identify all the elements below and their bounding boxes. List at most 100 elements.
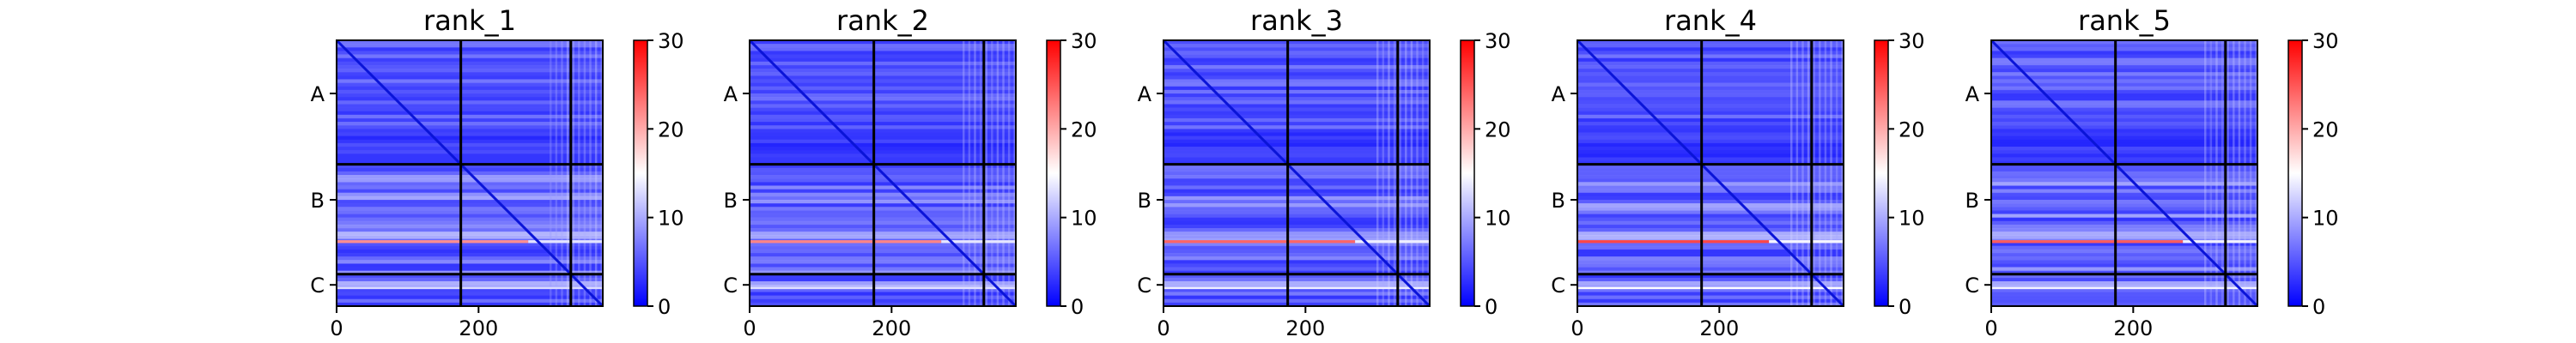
heatmap-row [1163,292,1430,297]
heatmap-row [337,147,603,151]
chain-label: C [1137,274,1151,298]
colorbar-tick-label: 30 [1071,29,1097,53]
heatmap-column [2244,40,2246,306]
heatmap-row [750,288,1016,292]
chain-label: A [724,82,738,106]
heatmap-row [1577,274,1844,279]
heatmap-row [1577,164,1844,169]
heatmap-row [337,267,603,272]
heatmap-row [750,295,1016,300]
heatmap-row [1163,139,1430,144]
heatmap-row [1991,214,2257,219]
heatmap-column [566,40,569,306]
panel-title: rank_5 [2078,4,2171,37]
heatmap-row [337,47,603,51]
heatmap-row [337,54,603,59]
heatmap-row [1163,153,1430,158]
heatmap-row [1991,51,2257,56]
chain-label: C [1965,274,1979,298]
colorbar-tick-label: 20 [1485,117,1511,141]
heatmap-column [1405,40,1407,306]
heatmap-band [1991,286,2257,290]
heatmap-row [750,142,1016,147]
colorbar-tick-label: 10 [1485,207,1511,231]
heatmap-row [750,82,1016,87]
heatmap-row [750,175,1016,179]
heatmap-row [750,79,1016,84]
heatmap-row [1577,263,1844,268]
heatmap-row [750,160,1016,165]
heatmap-row [1991,185,2257,190]
panel-title: rank_4 [1664,4,1757,37]
heatmap-row [1991,242,2257,247]
heatmap-row [337,97,603,101]
chain-label: C [310,274,325,298]
heatmap-row [1577,111,1844,116]
chain-label: A [311,82,325,106]
heatmap-row [1163,249,1430,254]
heatmap-row [1163,267,1430,272]
heatmap-row [1163,61,1430,66]
heatmap-row [1991,281,2257,286]
heatmap-hot-band [1577,240,1770,244]
chain-label: B [1965,189,1979,213]
heatmap-row [1577,51,1844,56]
heatmap-row [1577,129,1844,133]
heatmap-row [750,89,1016,94]
heatmap-row [750,274,1016,279]
heatmap-row [337,185,603,190]
heatmap-row [1577,114,1844,119]
heatmap-row [1991,79,2257,84]
heatmap-column [550,40,552,306]
colorbar-tick-label: 20 [1899,117,1925,141]
heatmap-row [1163,245,1430,250]
x-tick-label: 200 [1699,316,1739,340]
heatmap-row [1163,164,1430,169]
heatmap-column [1410,40,1413,306]
heatmap-row [1163,93,1430,98]
heatmap-diagonal [335,39,605,308]
heatmap-row [1577,232,1844,236]
heatmap-row [1577,117,1844,123]
heatmap-row [750,44,1016,48]
heatmap-row [750,51,1016,56]
heatmap-row [1163,135,1430,141]
heatmap-row [750,72,1016,76]
heatmap-row [1991,135,2257,141]
heatmap-row [1163,203,1430,208]
heatmap-row [750,150,1016,154]
heatmap-row [337,111,603,116]
heatmap-row [750,217,1016,222]
heatmap-row [1991,75,2257,80]
heatmap-column [1830,40,1832,306]
heatmap-row [750,182,1016,186]
heatmap-column [1399,40,1401,306]
heatmap-band [1163,286,1430,290]
x-tick-label: 0 [743,316,756,340]
heatmap-row [1577,200,1844,204]
heatmap-row [1163,228,1430,232]
heatmap-row [1577,104,1844,109]
heatmap-row [750,107,1016,112]
heatmap-row [750,54,1016,59]
colorbar [633,39,648,307]
heatmap-row [750,263,1016,268]
heatmap-hot-band [941,240,1016,244]
heatmap-row [1163,242,1430,247]
chain-label: B [1552,189,1565,213]
heatmap-row [1577,44,1844,48]
heatmap-row [750,214,1016,219]
heatmap-row [750,164,1016,169]
heatmap-column [2221,40,2224,306]
heatmap-row [1577,210,1844,215]
heatmap-row [1991,245,2257,250]
heatmap-row [1991,217,2257,222]
heatmap-row [1163,147,1430,151]
heatmap-row [750,139,1016,144]
heatmap-column [1013,40,1016,306]
chain-label: B [1138,189,1151,213]
heatmap-row [750,75,1016,80]
heatmap-row [750,285,1016,289]
heatmap-row [1991,224,2257,229]
heatmap-row [1991,285,2257,289]
